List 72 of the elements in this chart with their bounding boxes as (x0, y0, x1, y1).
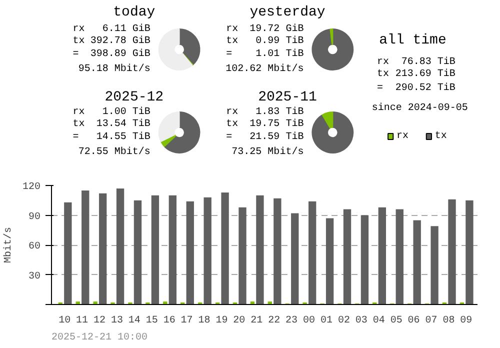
x-tick-label: 21 (250, 316, 263, 326)
text: 1.00 TiB (102, 106, 150, 118)
chart-title: today (113, 4, 156, 20)
text: tx (376, 69, 389, 80)
text: 19.75 TiB (250, 118, 304, 130)
x-tick-label: 23 (286, 316, 298, 326)
y-tick-label: 90 (28, 212, 41, 223)
text: 13.54 TiB (96, 118, 150, 130)
text: 1.83 TiB (256, 106, 304, 118)
chart-title: 2025-12 (104, 90, 164, 106)
chart-title: 2025-11 (258, 90, 317, 106)
x-tick-label: 22 (268, 316, 280, 326)
text: rx (226, 24, 238, 35)
text: since 2024-09-05 (372, 102, 468, 114)
x-tick-label: 00 (303, 316, 316, 326)
text: tx (72, 119, 85, 130)
text: = (226, 49, 232, 60)
text: 14.55 TiB (96, 131, 150, 143)
x-tick-label: 06 (408, 316, 420, 326)
text: 392.78 GiB (90, 35, 150, 47)
text: rx (376, 57, 389, 68)
text: 213.69 TiB (395, 68, 456, 80)
text: 1.01 TiB (256, 48, 304, 60)
x-tick-label: 01 (320, 316, 332, 326)
text: 290.52 TiB (395, 82, 456, 94)
x-tick-label: 05 (390, 316, 402, 326)
x-tick-label: 19 (216, 316, 228, 326)
x-tick-label: 17 (180, 316, 193, 326)
text: 398.89 GiB (90, 48, 150, 60)
x-tick-label: 18 (198, 316, 210, 326)
y-tick-label: 60 (28, 242, 41, 252)
x-tick-label: 11 (76, 316, 88, 326)
text: = (72, 49, 79, 60)
x-tick-label: 07 (425, 316, 438, 326)
y-axis-title: Mbit/s (2, 226, 14, 264)
text: = (376, 83, 383, 94)
text: 102.62 Mbit/s (226, 63, 304, 75)
text: rx (226, 107, 238, 118)
text: 76.83 TiB (401, 56, 456, 68)
x-tick-label: 10 (58, 316, 71, 326)
text: tx (226, 36, 238, 47)
x-tick-label: 02 (338, 316, 350, 326)
text: tx (226, 119, 238, 130)
text: rx (72, 107, 85, 118)
x-tick-label: 09 (460, 316, 472, 326)
text: 6.11 GiB (102, 23, 150, 35)
text: 19.72 GiB (250, 23, 304, 35)
text: rx (72, 24, 85, 35)
text: all time (379, 32, 446, 48)
legend-label: rx (396, 131, 409, 142)
text: 2025-12-21 10:00 (52, 332, 148, 344)
x-tick-label: 03 (355, 316, 368, 326)
text: = (72, 132, 79, 143)
x-tick-label: 15 (146, 316, 158, 326)
text: 72.55 Mbit/s (78, 146, 150, 158)
x-tick-label: 13 (110, 316, 123, 326)
text: tx (72, 36, 85, 47)
text: 0.99 TiB (256, 35, 304, 47)
x-tick-label: 04 (372, 316, 385, 326)
x-tick-label: 20 (233, 316, 246, 326)
x-tick-label: 12 (94, 316, 106, 326)
x-tick-label: 08 (442, 316, 455, 326)
y-tick-label: 30 (28, 271, 41, 282)
chart-title: yesterday (250, 4, 326, 20)
legend-label: tx (434, 131, 447, 142)
text: 73.25 Mbit/s (232, 146, 304, 158)
text: 95.18 Mbit/s (78, 63, 150, 75)
x-tick-label: 16 (163, 316, 176, 326)
text: 21.59 TiB (250, 131, 304, 143)
text: = (226, 132, 232, 143)
y-tick-label: 120 (22, 182, 41, 193)
x-tick-label: 14 (128, 316, 140, 326)
